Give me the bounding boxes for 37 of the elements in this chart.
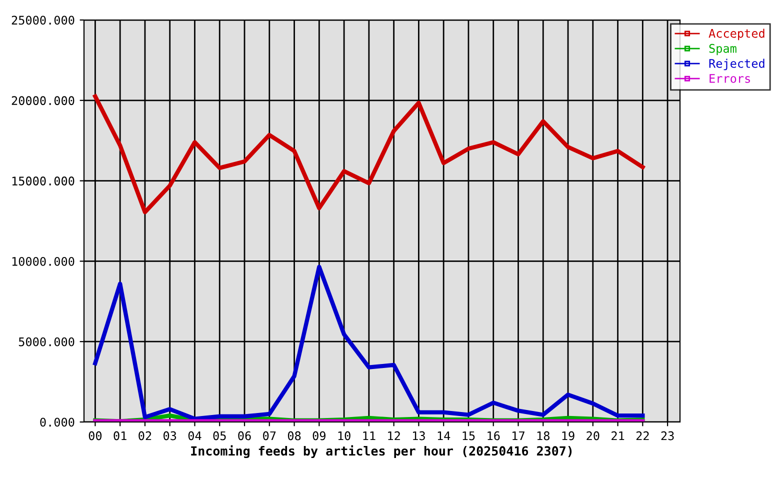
- x-tick-label: 15: [462, 431, 475, 440]
- x-tick-label: 08: [288, 431, 301, 440]
- x-tick-label: 00: [88, 431, 102, 440]
- line-series: [93, 94, 645, 214]
- x-tick-label: 10: [338, 431, 350, 440]
- x-tick-label: 06: [238, 431, 251, 440]
- x-tick-label: 19: [562, 431, 574, 440]
- y-tick-label: 25000.000: [12, 16, 74, 25]
- x-tick-label: 02: [138, 431, 152, 440]
- y-tick-label: 10000.000: [12, 256, 74, 266]
- x-tick-label: 09: [312, 431, 326, 440]
- x-tick-label: 16: [488, 431, 500, 440]
- x-tick-label: 04: [188, 431, 202, 440]
- y-tick-label: 0.000: [40, 418, 74, 427]
- x-tick-label: 14: [438, 431, 450, 440]
- x-tick-label: 12: [388, 431, 400, 440]
- x-tick-label: 20: [586, 431, 600, 440]
- x-tick-label: 11: [363, 431, 376, 440]
- x-tick-label: 01: [114, 431, 126, 440]
- legend-label: Rejected: [709, 58, 764, 70]
- x-tick-label: 17: [512, 431, 524, 440]
- x-tick-label: 07: [263, 431, 276, 440]
- line-series: [93, 264, 645, 421]
- x-tick-label: 03: [164, 431, 176, 440]
- y-tick-label: 20000.000: [12, 96, 74, 106]
- y-tick-label: 5000.000: [18, 337, 74, 346]
- x-axis-title: Incoming feeds by articles per hour (20250416 2307): [191, 445, 572, 458]
- legend-label: Errors: [710, 74, 750, 83]
- x-tick-label: 22: [636, 431, 649, 440]
- x-tick-label: 13: [413, 431, 425, 440]
- y-tick-label: 15000.000: [12, 176, 74, 186]
- legend-label: Accepted: [708, 28, 764, 40]
- legend-label: Spam: [709, 44, 736, 56]
- x-tick-label: 23: [661, 431, 674, 440]
- x-tick-label: 18: [537, 431, 550, 440]
- x-tick-label: 21: [612, 431, 624, 440]
- x-tick-label: 05: [213, 431, 226, 440]
